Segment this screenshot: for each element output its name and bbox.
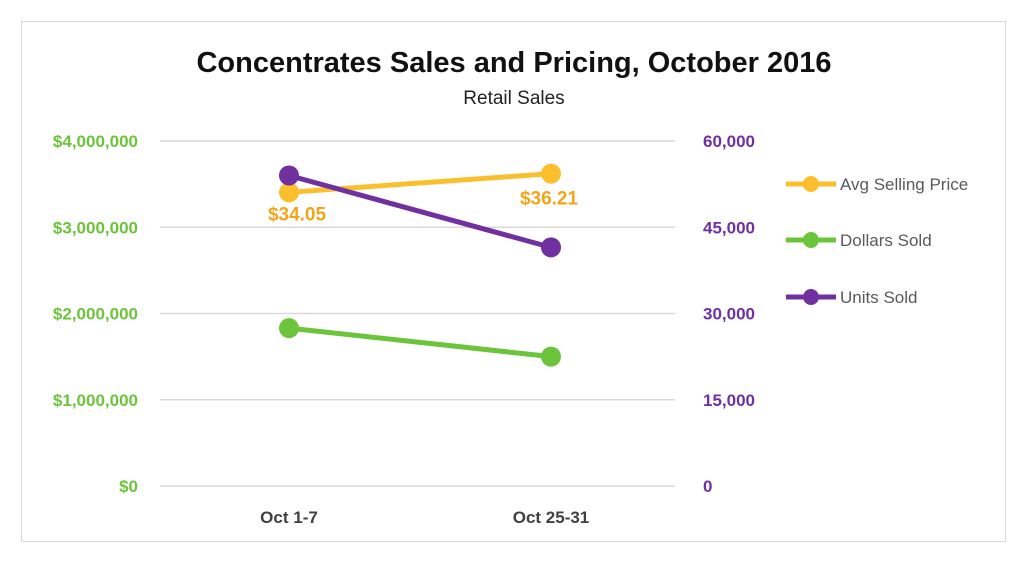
x-tick-label: Oct 25-31 <box>513 508 590 527</box>
right-tick-label: 30,000 <box>703 305 755 324</box>
series-line-avg-selling-price <box>286 171 554 195</box>
data-label-avg-selling-price: $36.21 <box>520 189 579 210</box>
data-point-units-sold <box>541 237 561 258</box>
left-tick-label: $1,000,000 <box>53 391 138 410</box>
chart-subtitle: Retail Sales <box>463 88 564 109</box>
data-point-avg-selling-price <box>541 163 561 184</box>
legend-label-units-sold: Units Sold <box>840 288 917 307</box>
data-point-avg-selling-price <box>279 182 299 203</box>
legend: Avg Selling Price Dollars Sold Units Sold <box>786 175 968 307</box>
data-labels: $34.05 $36.21 <box>268 189 579 226</box>
right-tick-label: 60,000 <box>703 132 755 151</box>
x-tick-label: Oct 1-7 <box>260 508 318 527</box>
left-tick-label: $4,000,000 <box>53 132 138 151</box>
left-tick-label: $2,000,000 <box>53 305 138 324</box>
right-tick-label: 45,000 <box>703 218 755 237</box>
gridlines <box>160 140 675 487</box>
legend-label-dollars-sold: Dollars Sold <box>840 231 932 250</box>
data-point-units-sold <box>279 165 299 186</box>
data-label-avg-selling-price: $34.05 <box>268 204 327 225</box>
left-tick-label: $3,000,000 <box>53 218 138 237</box>
data-point-dollars-sold <box>279 318 299 339</box>
series-line-dollars-sold <box>286 325 554 360</box>
legend-marker-avg-selling-price <box>803 176 819 192</box>
legend-marker-dollars-sold <box>803 232 819 248</box>
series-lines <box>279 163 561 367</box>
right-axis-ticks: 0 15,000 30,000 45,000 60,000 <box>703 132 755 496</box>
legend-marker-units-sold <box>803 289 819 305</box>
left-tick-label: $0 <box>119 477 138 496</box>
right-tick-label: 0 <box>703 477 712 496</box>
x-axis-ticks: Oct 1-7 Oct 25-31 <box>260 508 589 527</box>
left-axis-ticks: $0 $1,000,000 $2,000,000 $3,000,000 $4,000,0… <box>53 132 138 496</box>
data-point-dollars-sold <box>541 346 561 367</box>
chart-frame <box>21 21 1006 542</box>
legend-label-avg-selling-price: Avg Selling Price <box>840 175 968 194</box>
series-line-units-sold <box>286 173 554 250</box>
right-tick-label: 15,000 <box>703 391 755 410</box>
chart-title: Concentrates Sales and Pricing, October … <box>196 47 831 79</box>
